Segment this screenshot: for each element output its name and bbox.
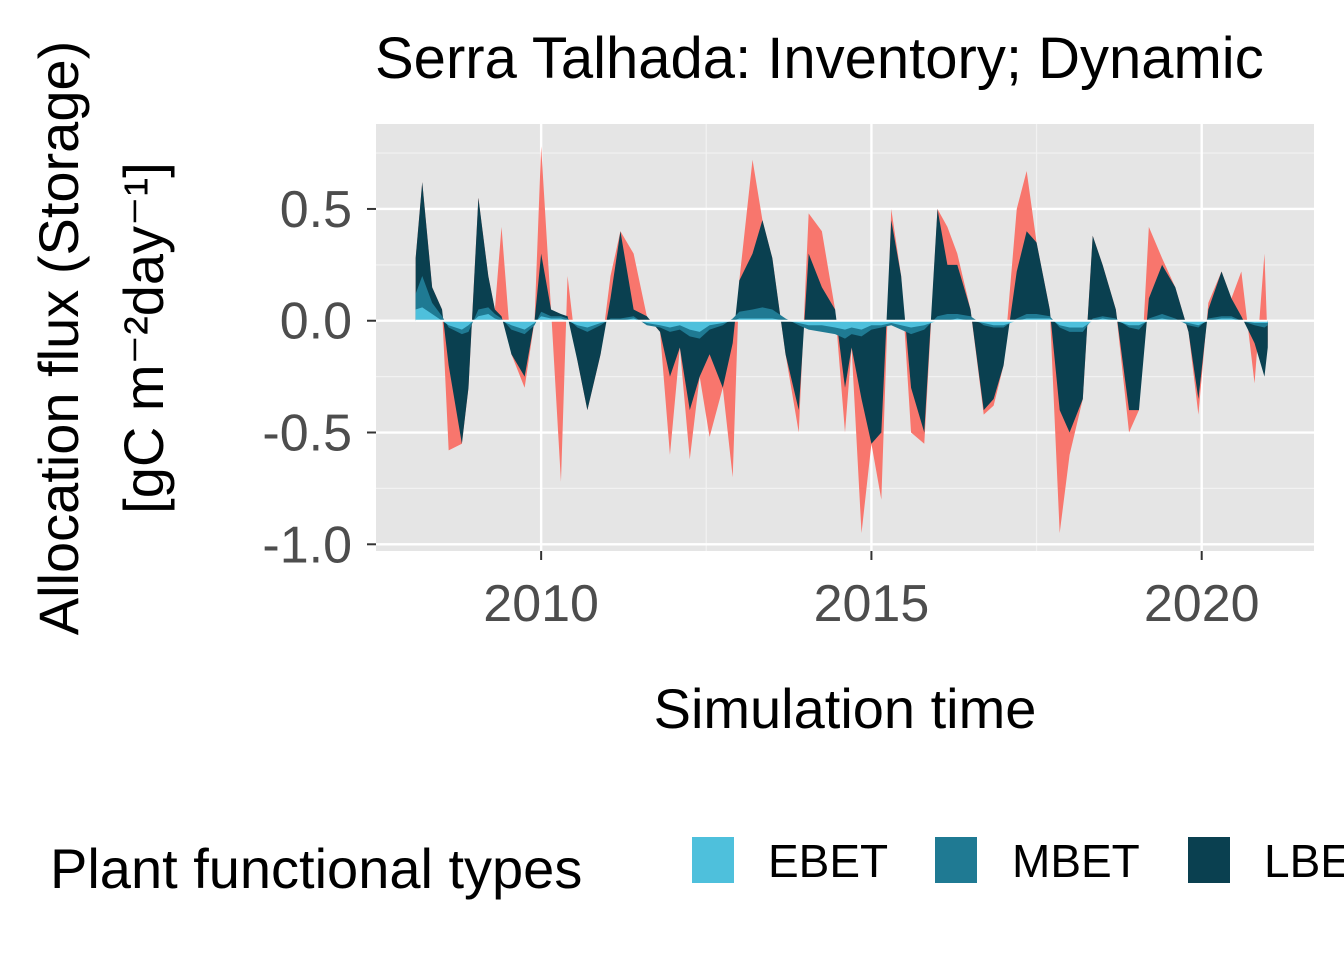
legend-key-mbet [933,835,979,885]
legend-label-ebet: EBET [768,835,888,887]
y-tick-label: 0.5 [280,181,352,239]
y-axis: 0.5 0.0 -0.5 -1.0 [262,181,376,574]
y-tick-label: -0.5 [262,405,352,463]
area-lbet [415,182,1268,444]
data-areas [415,146,1268,534]
x-axis: 2010 2015 2020 [483,551,1260,633]
legend-label-lbet: LBET [1264,835,1344,887]
y-tick-label: 0.0 [280,293,352,351]
x-tick-label: 2015 [814,575,930,633]
legend-label-mbet: MBET [1012,835,1140,887]
y-axis-title: Allocation flux (Storage) [27,41,90,636]
x-tick-label: 2020 [1144,575,1260,633]
area-ebet [415,307,1268,332]
legend-key-lbet [1186,835,1232,885]
x-tick-label: 2010 [483,575,599,633]
y-axis-unit: [gC m⁻²day⁻¹] [112,162,175,514]
chart-title: Serra Talhada: Inventory; Dynamic [375,26,1264,91]
x-axis-title: Simulation time [654,677,1037,740]
legend-key-ebet [690,835,736,885]
legend: Plant functional types EBET MBET LBET [50,835,1344,900]
legend-title: Plant functional types [50,837,582,900]
y-tick-label: -1.0 [262,516,352,574]
